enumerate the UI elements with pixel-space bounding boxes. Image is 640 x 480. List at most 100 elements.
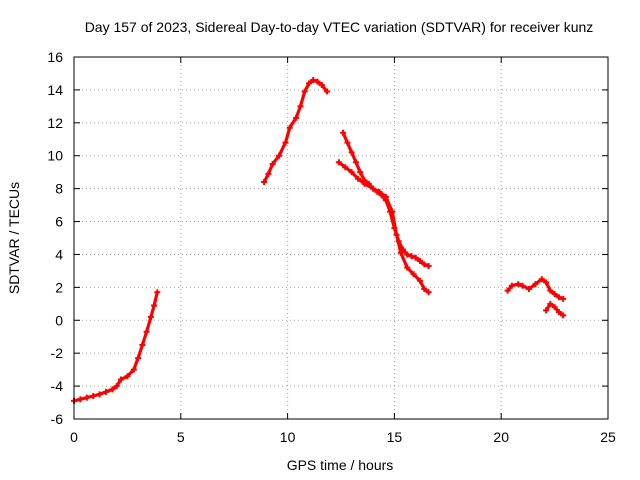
data-point (154, 289, 161, 296)
data-point (357, 169, 364, 176)
data-point (335, 159, 342, 166)
data-point (417, 277, 424, 284)
series-line-arc-4 (337, 160, 431, 294)
data-point (410, 271, 417, 278)
data-point (404, 251, 411, 258)
x-tick-label: 5 (177, 429, 185, 445)
y-tick-label: 12 (47, 115, 63, 131)
data-point (318, 81, 325, 88)
data-point (342, 164, 349, 171)
data-series (71, 77, 567, 404)
data-point (151, 302, 158, 309)
data-point (504, 287, 511, 294)
data-point (301, 88, 308, 95)
data-point (96, 391, 103, 398)
x-tick-label: 10 (280, 429, 296, 445)
x-tick-label: 25 (600, 429, 616, 445)
data-point (417, 258, 424, 265)
data-point (412, 254, 419, 261)
data-point (397, 249, 404, 256)
data-point (348, 149, 355, 156)
data-point (421, 286, 428, 293)
data-point (551, 290, 558, 297)
data-point (543, 279, 550, 286)
plot-frame (73, 56, 609, 420)
data-point (135, 355, 142, 362)
y-tick-label: -6 (51, 411, 64, 427)
data-point (515, 281, 522, 288)
data-point (344, 139, 351, 146)
chart-title: Day 157 of 2023, Sidereal Day-to-day VTE… (85, 19, 594, 35)
y-axis-label: SDTVAR / TECUs (6, 182, 22, 294)
y-tick-label: -4 (51, 378, 64, 394)
data-point (348, 169, 355, 176)
data-point (519, 282, 526, 289)
data-point (286, 124, 293, 131)
data-point (547, 287, 554, 294)
y-tick-label: 4 (55, 246, 63, 262)
data-point (90, 392, 97, 399)
data-point (265, 170, 272, 177)
data-point (425, 289, 432, 296)
data-point (109, 386, 116, 393)
data-point (525, 286, 532, 293)
y-tick-label: 10 (47, 148, 63, 164)
data-point (103, 388, 110, 395)
data-point (143, 328, 150, 335)
axis-ticks: 0 5 10 15 20 25 -6 -4 -2 0 2 4 6 8 10 12 14 16 (47, 49, 616, 445)
y-tick-label: -2 (51, 345, 64, 361)
data-point (543, 307, 550, 314)
data-point (560, 312, 567, 319)
data-point (269, 160, 276, 167)
data-point (352, 159, 359, 166)
y-tick-label: 14 (47, 82, 63, 98)
data-point (389, 208, 396, 215)
data-point (139, 341, 146, 348)
data-point (314, 78, 321, 85)
data-point (261, 179, 268, 186)
x-tick-label: 20 (493, 429, 509, 445)
y-tick-label: 2 (55, 279, 63, 295)
data-point (425, 262, 432, 269)
data-point (393, 231, 400, 238)
data-point (282, 139, 289, 146)
data-point (555, 294, 562, 301)
x-tick-label: 15 (387, 429, 403, 445)
data-point (560, 295, 567, 302)
y-tick-label: 6 (55, 214, 63, 230)
data-point (404, 264, 411, 271)
y-tick-label: 8 (55, 181, 63, 197)
grid (74, 57, 608, 419)
data-point (324, 88, 331, 95)
data-point (547, 300, 554, 307)
data-point (310, 77, 317, 84)
data-point (555, 309, 562, 316)
x-axis-label: GPS time / hours (287, 457, 394, 473)
data-point (297, 103, 304, 110)
data-point (83, 394, 90, 401)
data-point (408, 253, 415, 260)
data-point (77, 396, 84, 403)
data-point (117, 376, 124, 383)
data-point (305, 80, 312, 87)
data-point (376, 188, 383, 195)
data-point (370, 185, 377, 192)
data-point (361, 180, 368, 187)
x-tick-label: 0 (70, 429, 78, 445)
data-point (130, 366, 137, 373)
data-point (124, 373, 131, 380)
data-point (551, 304, 558, 311)
data-point (508, 282, 515, 289)
data-point (113, 383, 120, 390)
data-point (276, 152, 283, 159)
data-point (340, 129, 347, 136)
data-point (355, 175, 362, 182)
data-point (538, 276, 545, 283)
data-point (532, 281, 539, 288)
y-tick-label: 16 (47, 49, 63, 65)
y-tick-label: 0 (55, 312, 63, 328)
data-point (293, 114, 300, 121)
data-point (382, 193, 389, 200)
